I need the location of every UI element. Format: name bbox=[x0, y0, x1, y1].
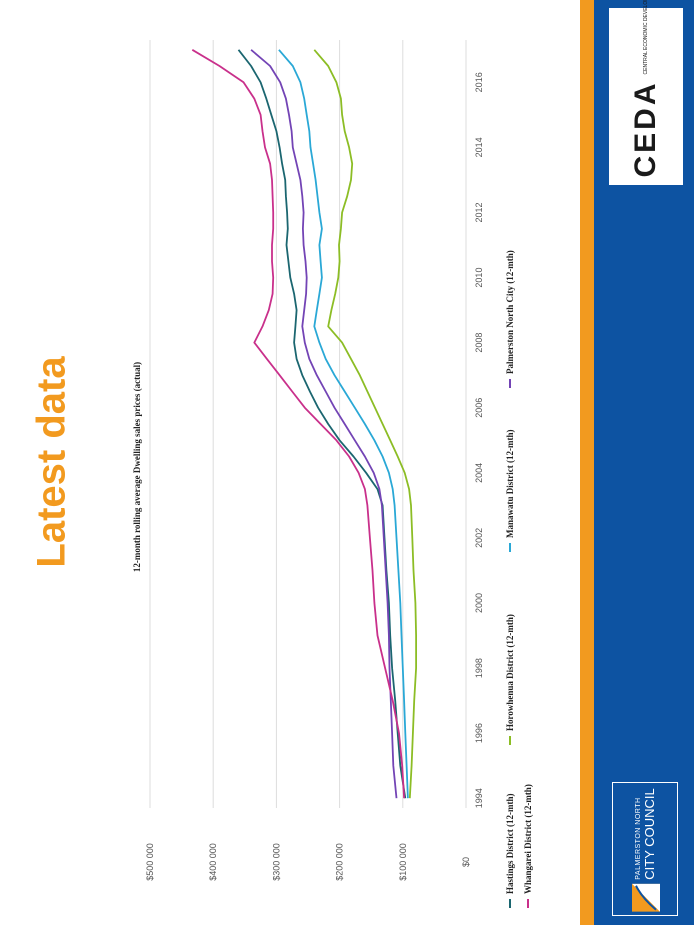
x-tick-label: 1998 bbox=[474, 658, 484, 678]
ceda-logo-subtitle: Central Economic Development Agency bbox=[643, 0, 649, 75]
council-emblem-icon bbox=[632, 883, 660, 912]
chart-legend: Hastings District (12-mth) Horowhenua Dis… bbox=[505, 250, 533, 908]
x-tick-label: 1994 bbox=[474, 788, 484, 808]
legend-label: Hastings District (12-mth) bbox=[505, 794, 515, 895]
chart-gridlines bbox=[149, 40, 467, 808]
series-line bbox=[237, 49, 407, 799]
x-tick-label: 2012 bbox=[474, 202, 484, 222]
y-tick-label: $300 000 bbox=[271, 843, 281, 881]
y-tick-label: $0 bbox=[461, 857, 471, 867]
series-line bbox=[250, 49, 398, 799]
y-tick-label: $100 000 bbox=[398, 843, 408, 881]
accent-stripe bbox=[580, 0, 594, 925]
x-tick-label: 2008 bbox=[474, 333, 484, 353]
x-tick-label: 2004 bbox=[474, 463, 484, 483]
line-chart: $0 $100 000 $200 000 $300 000 $400 000 $500 0… bbox=[132, 40, 533, 908]
ceda-logo-wordmark: CEDA bbox=[629, 80, 662, 178]
series-line bbox=[278, 49, 409, 799]
x-tick-label: 2000 bbox=[474, 593, 484, 613]
chart-tick-labels: $0 $100 000 $200 000 $300 000 $400 000 $500 0… bbox=[145, 72, 484, 880]
x-tick-label: 2010 bbox=[474, 268, 484, 288]
x-tick-label: 1996 bbox=[474, 723, 484, 743]
x-tick-label: 2006 bbox=[474, 398, 484, 418]
chart-title-group: 12-month rolling average Dwelling sales … bbox=[132, 362, 142, 572]
y-tick-label: $200 000 bbox=[335, 843, 345, 881]
x-tick-label: 2002 bbox=[474, 528, 484, 548]
chart-title: 12-month rolling average Dwelling sales … bbox=[132, 362, 142, 572]
legend-label: Horowhenua District (12-mth) bbox=[505, 614, 515, 731]
x-tick-label: 2016 bbox=[474, 72, 484, 92]
council-logo: PALMERSTON NORTH CITY COUNCIL bbox=[612, 782, 678, 916]
x-tick-label: 2014 bbox=[474, 137, 484, 157]
y-tick-label: $400 000 bbox=[208, 843, 218, 881]
ceda-logo: CEDA Central Economic Development Agency bbox=[609, 0, 683, 185]
council-name-line1: PALMERSTON NORTH bbox=[635, 797, 642, 880]
legend-label: Palmerston North City (12-mth) bbox=[505, 250, 515, 374]
legend-label: Whangarei District (12-mth) bbox=[523, 784, 533, 894]
y-tick-label: $500 000 bbox=[145, 843, 155, 881]
chart-series bbox=[191, 49, 418, 799]
council-name-line2: CITY COUNCIL bbox=[642, 788, 657, 880]
legend-label: Manawatu District (12-mth) bbox=[505, 430, 515, 538]
series-line bbox=[313, 49, 418, 799]
series-line bbox=[191, 49, 405, 799]
